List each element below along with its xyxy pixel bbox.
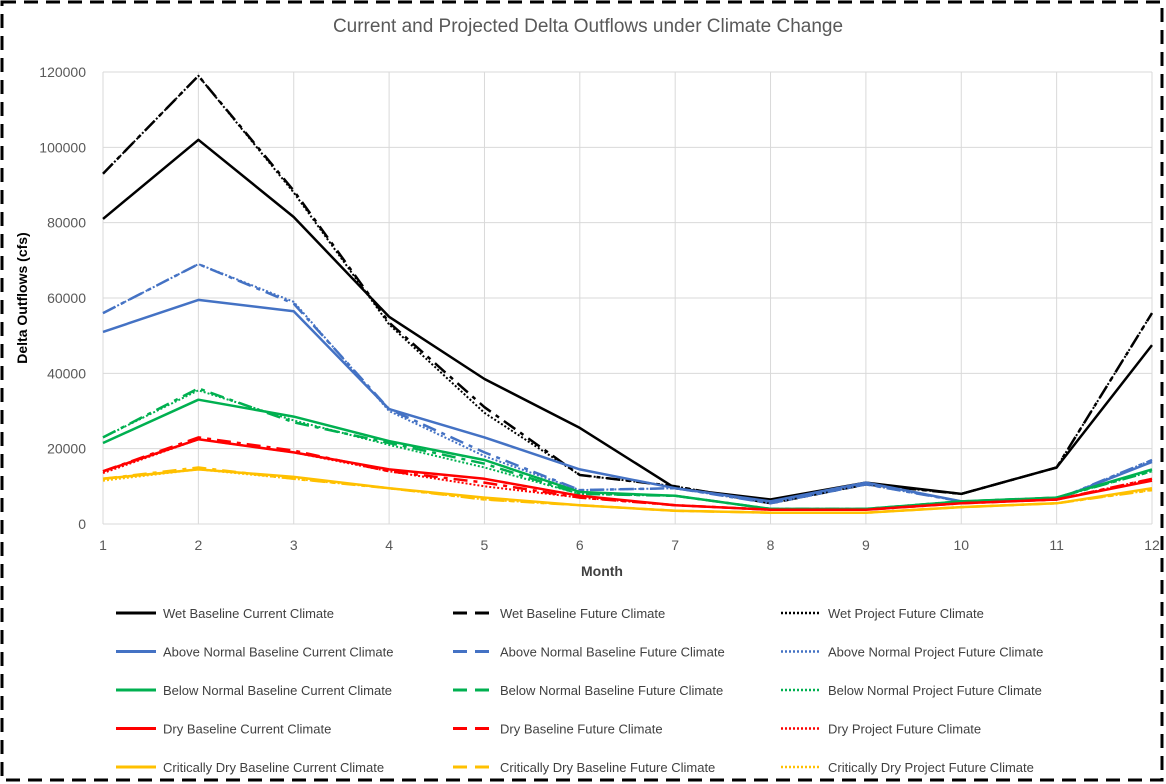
x-tick-label: 12: [1144, 537, 1160, 553]
y-tick-label: 100000: [39, 139, 86, 155]
x-tick-label: 7: [671, 537, 679, 553]
series-line-12: [102, 438, 1153, 511]
x-tick-label: 9: [862, 537, 870, 553]
y-tick-label: 0: [78, 516, 86, 532]
series-line-2: [102, 74, 1154, 505]
legend-label: Wet Baseline Future Climate: [500, 606, 665, 621]
legend-label: Above Normal Baseline Future Climate: [500, 645, 725, 660]
gridlines: [102, 71, 1153, 525]
series-line-6: [102, 263, 1153, 505]
x-axis-label: Month: [581, 563, 623, 579]
x-tick-label: 5: [481, 537, 489, 553]
legend-label: Below Normal Baseline Current Climate: [163, 683, 392, 698]
legend-label: Wet Project Future Climate: [828, 606, 984, 621]
legend-label: Critically Dry Baseline Future Climate: [500, 760, 715, 775]
x-tick-label: 1: [99, 537, 107, 553]
legend-label: Dry Project Future Climate: [828, 722, 981, 737]
legend-label: Below Normal Baseline Future Climate: [500, 683, 723, 698]
x-tick-label: 10: [953, 537, 969, 553]
x-tick-label: 4: [385, 537, 393, 553]
series-line-9: [102, 389, 1153, 510]
x-tick-label: 8: [767, 537, 775, 553]
legend-label: Critically Dry Project Future Climate: [828, 760, 1034, 775]
x-tick-label: 6: [576, 537, 584, 553]
x-tick-label: 2: [194, 537, 202, 553]
series-line-5: [102, 262, 1153, 505]
y-axis-tick-labels: 0 20000 40000 60000 80000 100000 120000: [39, 64, 86, 532]
legend-label: Above Normal Project Future Climate: [828, 645, 1043, 660]
series-line-3: [102, 74, 1153, 505]
legend-label: Dry Baseline Current Climate: [163, 722, 331, 737]
series-line-7: [102, 398, 1153, 511]
legend-label: Below Normal Project Future Climate: [828, 683, 1042, 698]
y-tick-label: 80000: [47, 215, 86, 231]
legend: Wet Baseline Current Climate Wet Baseline…: [116, 606, 1043, 775]
legend-label: Above Normal Baseline Current Climate: [163, 645, 393, 660]
y-tick-label: 20000: [47, 441, 86, 457]
legend-label: Critically Dry Baseline Current Climate: [163, 760, 384, 775]
series-line-15: [102, 468, 1153, 514]
x-axis-tick-labels: 1 2 3 4 5 6 7 8 9 10 11 12: [99, 537, 1160, 553]
series-lines: [102, 74, 1154, 514]
y-tick-label: 60000: [47, 290, 86, 306]
chart-title: Current and Projected Delta Outflows und…: [333, 16, 843, 37]
series-line-4: [102, 298, 1153, 503]
legend-label: Dry Baseline Future Climate: [500, 722, 663, 737]
series-line-11: [102, 436, 1153, 511]
y-axis-label: Delta Outflows (cfs): [14, 232, 30, 363]
legend-label: Wet Baseline Current Climate: [163, 606, 334, 621]
y-tick-label: 40000: [47, 365, 86, 381]
x-tick-label: 3: [290, 537, 298, 553]
x-tick-label: 11: [1049, 537, 1064, 553]
y-tick-label: 120000: [39, 64, 86, 80]
